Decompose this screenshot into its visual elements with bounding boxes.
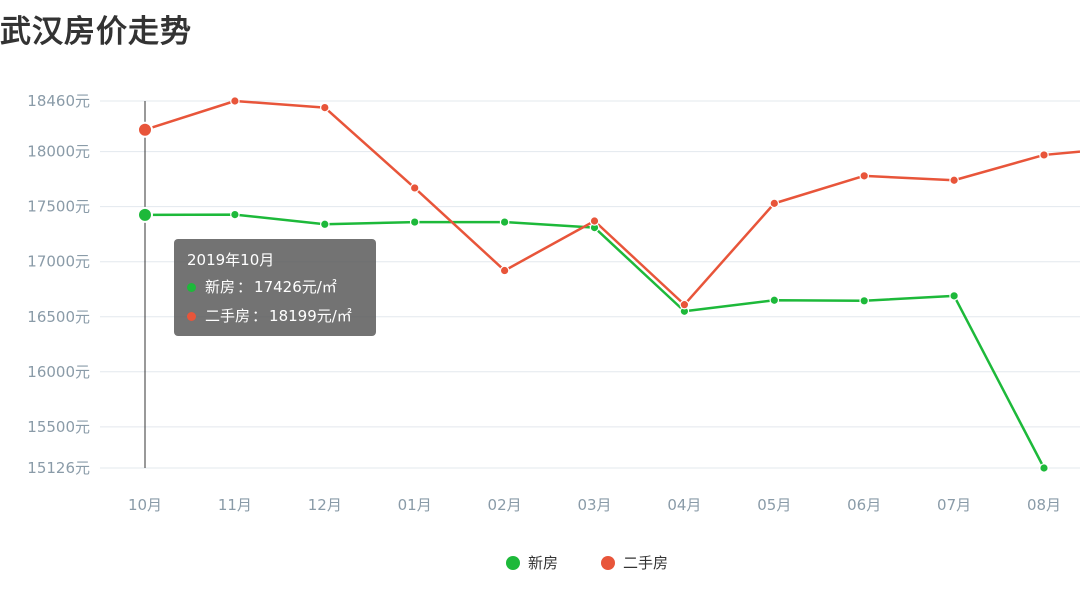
y-tick-label: 17500元: [27, 198, 90, 216]
data-point-second-hand: [1039, 150, 1049, 160]
data-point-second-hand: [949, 175, 959, 186]
data-point-second-hand: [409, 183, 420, 193]
data-point-new-house: [499, 217, 510, 227]
legend-item-second-hand[interactable]: 二手房: [601, 552, 668, 573]
x-tick-label: 12月: [308, 496, 342, 514]
data-point-new-house: [230, 209, 240, 220]
y-tick-label: 15500元: [27, 418, 90, 436]
data-point-second-hand: [589, 216, 600, 226]
legend-new-house-label: 新房: [528, 554, 559, 572]
data-point-new-house: [1039, 463, 1049, 473]
data-point-new-house: [949, 291, 959, 301]
data-point-new-house: [137, 206, 153, 223]
y-tick-label: 16000元: [27, 363, 90, 381]
y-tick-label: 18460元: [27, 92, 90, 110]
y-tick-label: 16500元: [27, 308, 90, 326]
legend-item-new-house[interactable]: 新房: [506, 552, 558, 573]
tooltip: 2019年10月 新房 ： 17426元/㎡ 二手房 ： 18199元/㎡: [174, 239, 376, 336]
tooltip-separator: ：: [252, 307, 268, 325]
tooltip-second-hand-label: 二手房: [205, 307, 251, 325]
tooltip-second-hand-value: 18199元/㎡: [269, 307, 352, 325]
legend-second-hand-swatch: [601, 555, 615, 570]
x-tick-label: 11月: [218, 496, 252, 514]
tooltip-title: 2019年10月: [187, 251, 275, 269]
tooltip-new-house-value: 17426元/㎡: [254, 278, 337, 296]
tooltip-new-house-dot: [187, 283, 196, 292]
y-tick-label: 17000元: [27, 253, 90, 271]
data-point-second-hand: [499, 265, 510, 276]
tooltip-new-house-label: 新房: [205, 278, 236, 296]
x-tick-label: 03月: [577, 496, 611, 514]
legend: 新房 二手房: [0, 552, 1080, 576]
x-tick-label: 06月: [847, 496, 881, 514]
x-tick-label: 04月: [667, 496, 701, 514]
data-point-new-house: [409, 217, 420, 227]
tooltip-second-hand-dot: [187, 312, 196, 321]
tooltip-separator: ：: [237, 278, 253, 296]
data-point-second-hand: [769, 198, 780, 209]
tooltip-row-second-hand: 二手房 ： 18199元/㎡: [187, 302, 363, 331]
tooltip-row-new-house: 新房 ： 17426元/㎡: [187, 273, 363, 302]
y-tick-label: 18000元: [27, 143, 90, 161]
x-tick-label: 01月: [398, 496, 432, 514]
data-point-new-house: [859, 295, 869, 306]
data-point-second-hand: [859, 171, 869, 181]
data-point-second-hand: [230, 96, 240, 106]
x-tick-label: 02月: [488, 496, 522, 514]
x-tick-label: 07月: [937, 496, 971, 514]
data-point-new-house: [319, 219, 330, 230]
data-point-new-house: [769, 295, 780, 306]
x-tick-label: 05月: [757, 496, 791, 514]
legend-new-house-swatch: [506, 555, 520, 570]
x-tick-label: 10月: [128, 496, 162, 514]
data-point-second-hand: [679, 299, 690, 310]
legend-second-hand-label: 二手房: [623, 554, 669, 572]
data-point-second-hand: [319, 102, 330, 113]
data-point-second-hand: [137, 121, 153, 138]
series-line-second-hand: [144, 99, 1080, 306]
x-tick-label: 08月: [1027, 496, 1061, 514]
y-tick-label: 15126元: [27, 459, 90, 477]
chart-title: 武汉房价走势: [0, 14, 192, 50]
